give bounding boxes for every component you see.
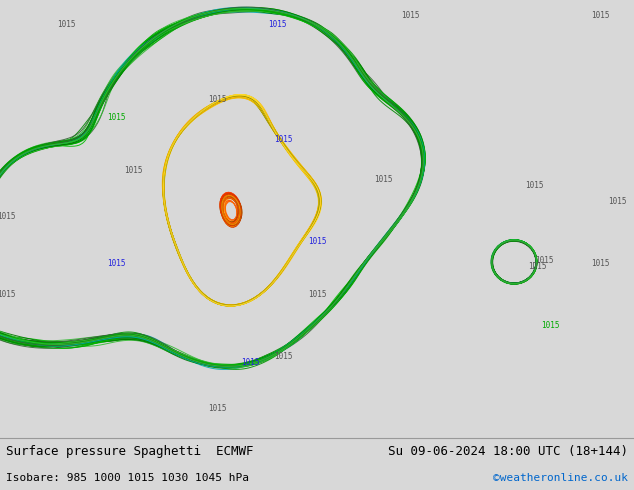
Text: 1015: 1015 (58, 20, 76, 29)
Text: 1015: 1015 (307, 237, 327, 246)
Text: 1015: 1015 (0, 212, 16, 221)
Text: 1015: 1015 (525, 181, 543, 190)
Text: 1015: 1015 (608, 197, 626, 206)
Text: 1015: 1015 (592, 259, 610, 268)
Text: Su 09-06-2024 18:00 UTC (18+144): Su 09-06-2024 18:00 UTC (18+144) (387, 445, 628, 458)
Text: 1015: 1015 (268, 20, 286, 29)
Text: 1015: 1015 (375, 175, 393, 184)
Text: 1015: 1015 (307, 290, 327, 299)
Text: 1015: 1015 (208, 95, 226, 103)
Text: 1015: 1015 (241, 358, 259, 367)
Text: 1015: 1015 (401, 11, 420, 20)
Text: 1015: 1015 (208, 404, 226, 414)
Text: ©weatheronline.co.uk: ©weatheronline.co.uk (493, 472, 628, 483)
Text: 1D15: 1D15 (528, 262, 547, 271)
Text: 1015: 1015 (275, 352, 293, 361)
Text: 1015: 1015 (108, 113, 126, 122)
Text: Isobare: 985 1000 1015 1030 1045 hPa: Isobare: 985 1000 1015 1030 1045 hPa (6, 472, 249, 483)
Text: 1015: 1015 (534, 256, 553, 265)
Text: Surface pressure Spaghetti  ECMWF: Surface pressure Spaghetti ECMWF (6, 445, 254, 458)
Text: 1015: 1015 (592, 11, 610, 20)
Text: 1015: 1015 (275, 135, 293, 144)
Text: 1015: 1015 (0, 290, 16, 299)
Text: 1015: 1015 (108, 259, 126, 268)
Text: 1015: 1015 (124, 166, 143, 175)
Text: 1015: 1015 (541, 321, 560, 330)
